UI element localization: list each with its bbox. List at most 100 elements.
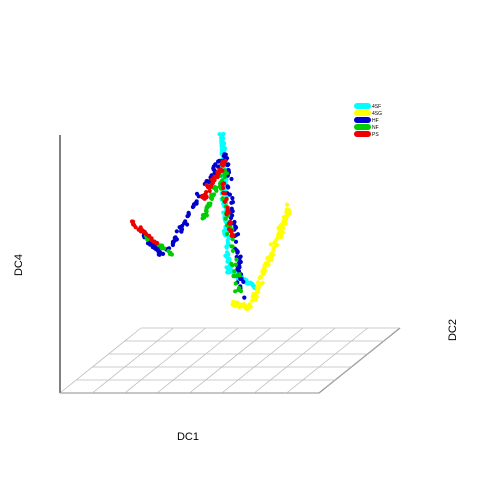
data-point-hf xyxy=(225,184,230,189)
legend-label-hf: HF xyxy=(372,118,379,124)
data-point-nf xyxy=(234,257,239,262)
data-point-ps xyxy=(214,174,219,179)
data-point-hf xyxy=(235,232,241,237)
data-point-ps xyxy=(226,227,232,232)
data-point-4sg xyxy=(261,271,266,276)
data-point-ps xyxy=(204,182,209,188)
data-point-ps xyxy=(218,167,223,172)
data-point-4sf xyxy=(217,132,222,137)
data-point-4sf xyxy=(224,254,229,260)
data-point-4sg xyxy=(255,285,260,290)
data-point-hf xyxy=(186,212,191,217)
floor-grid-line-x xyxy=(286,327,368,394)
data-point-4sg xyxy=(262,266,267,271)
data-point-4sg xyxy=(246,306,251,311)
data-point-nf xyxy=(236,286,242,291)
data-point-4sf xyxy=(226,235,231,240)
data-point-4sf xyxy=(227,258,232,263)
data-point-hf xyxy=(242,295,247,300)
data-point-4sg xyxy=(258,281,263,286)
data-point-nf xyxy=(233,281,238,286)
legend-swatch-ps xyxy=(354,131,371,137)
data-point-ps xyxy=(207,188,212,193)
data-point-nf xyxy=(232,269,237,274)
data-point-hf xyxy=(239,276,244,281)
data-point-4sg xyxy=(268,257,273,262)
floor-grid-line-x xyxy=(124,327,207,394)
data-point-4sg xyxy=(265,261,270,266)
data-point-4sg xyxy=(253,297,258,302)
data-point-ps xyxy=(138,225,143,230)
data-point-ps xyxy=(212,178,217,183)
data-point-hf xyxy=(171,240,176,245)
floor-grid-line-x xyxy=(253,327,336,394)
data-point-4sf xyxy=(226,241,231,246)
legend-label-nf: NF xyxy=(372,125,379,131)
data-point-nf xyxy=(204,207,209,212)
data-point-nf xyxy=(223,216,228,221)
data-point-4sg xyxy=(286,208,292,213)
data-point-ps xyxy=(222,181,227,186)
data-point-hf xyxy=(217,158,222,163)
data-point-4sg xyxy=(272,240,277,245)
data-point-4sg xyxy=(265,256,270,261)
data-point-hf xyxy=(233,239,239,244)
data-point-4sg xyxy=(252,294,257,299)
data-points xyxy=(129,131,292,311)
data-point-4sf xyxy=(221,142,226,147)
data-point-4sg xyxy=(280,230,285,235)
data-point-nf xyxy=(230,237,235,242)
data-point-4sf xyxy=(225,270,230,275)
data-point-hf xyxy=(194,191,200,196)
data-point-ps xyxy=(131,219,136,224)
data-point-4sg xyxy=(281,225,286,230)
data-point-nf xyxy=(145,237,150,242)
data-point-4sf xyxy=(246,281,251,286)
data-point-4sf xyxy=(220,132,225,138)
floor-grid-line-x xyxy=(59,327,142,394)
legend-label-4sg: 4SG xyxy=(372,111,382,117)
data-point-nf xyxy=(229,244,234,249)
floor-grid-line-x xyxy=(189,327,271,394)
data-point-hf xyxy=(160,251,166,256)
y-axis-title: DC4 xyxy=(13,254,25,276)
legend-swatch-hf xyxy=(354,117,371,123)
data-point-4sf xyxy=(224,245,229,250)
data-point-hf xyxy=(228,215,234,221)
data-point-nf xyxy=(166,248,171,254)
data-point-ps xyxy=(208,184,213,189)
floor-grid-line-x xyxy=(92,327,174,394)
data-point-ps xyxy=(204,190,209,195)
data-point-nf xyxy=(225,232,230,237)
data-point-hf xyxy=(174,229,179,234)
data-point-hf xyxy=(230,196,235,201)
data-point-hf xyxy=(222,152,227,157)
data-point-4sg xyxy=(231,299,236,304)
legend-swatch-4sg xyxy=(354,110,371,116)
legend-label-ps: PS xyxy=(372,132,379,138)
z-axis-title: DC2 xyxy=(447,319,459,341)
data-point-ps xyxy=(146,233,151,239)
data-point-ps xyxy=(220,159,225,164)
data-point-nf xyxy=(222,172,227,178)
data-point-4sf xyxy=(224,265,229,270)
data-point-ps xyxy=(230,232,235,237)
data-point-nf xyxy=(212,185,217,190)
data-point-nf xyxy=(233,262,238,267)
data-point-nf xyxy=(159,246,164,251)
data-point-ps xyxy=(143,230,148,235)
data-point-nf xyxy=(209,192,214,197)
data-point-4sf xyxy=(225,250,230,255)
legend-swatch-nf xyxy=(354,124,371,130)
floor-grid xyxy=(59,327,401,394)
data-point-4sg xyxy=(278,233,283,238)
data-point-hf xyxy=(152,245,157,250)
data-point-nf xyxy=(200,216,205,221)
data-point-hf xyxy=(229,200,234,205)
data-point-hf xyxy=(182,221,187,226)
x-axis-title: DC1 xyxy=(177,431,199,443)
data-point-ps xyxy=(132,222,137,228)
data-point-nf xyxy=(230,248,235,253)
